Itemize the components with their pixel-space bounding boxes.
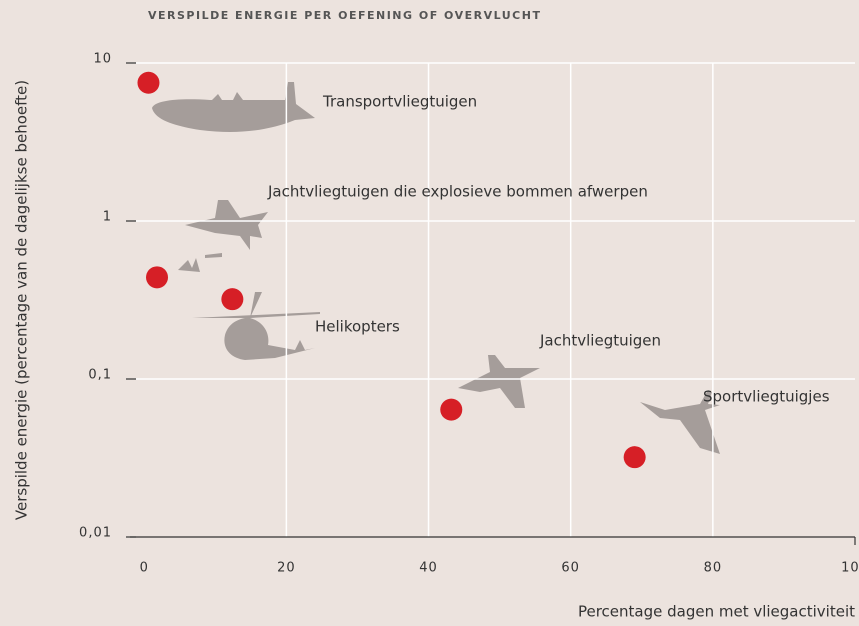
helicopter <box>192 292 320 360</box>
point-label: Sportvliegtuigjes <box>703 388 830 406</box>
y-tick-label: 0,01 <box>79 526 112 541</box>
point <box>221 288 244 311</box>
y-axis-title: Verspilde energie (percentage van de dag… <box>13 80 31 520</box>
point-label: Jachtvliegtuigen die explosieve bommen a… <box>267 183 648 201</box>
bomber-jet <box>178 200 268 272</box>
x-tick-label: 20 <box>277 561 296 576</box>
transport-plane <box>152 82 315 132</box>
point <box>440 398 463 421</box>
point <box>146 266 169 289</box>
x-tick-label: 0 <box>140 561 149 576</box>
sport-plane <box>640 390 720 454</box>
x-tick-label: 80 <box>704 561 723 576</box>
point-label: Transportvliegtuigen <box>322 93 477 111</box>
x-axis-title: Percentage dagen met vliegactiviteit <box>578 603 855 621</box>
point <box>137 71 160 94</box>
x-tick-label: 60 <box>561 561 580 576</box>
point-label: Helikopters <box>315 318 400 336</box>
x-tick-label: 40 <box>419 561 438 576</box>
y-tick-label: 1 <box>103 210 112 225</box>
silhouettes <box>152 82 720 454</box>
point-label: Jachtvliegtuigen <box>539 332 661 350</box>
x-tick-label: 100 <box>841 561 859 576</box>
point <box>623 446 646 469</box>
y-tick-label: 10 <box>93 52 112 67</box>
fighter-jet <box>458 355 540 408</box>
chart-title: VERSPILDE ENERGIE PER OEFENING OF OVERVL… <box>148 9 541 22</box>
y-tick-label: 0,1 <box>88 368 112 383</box>
